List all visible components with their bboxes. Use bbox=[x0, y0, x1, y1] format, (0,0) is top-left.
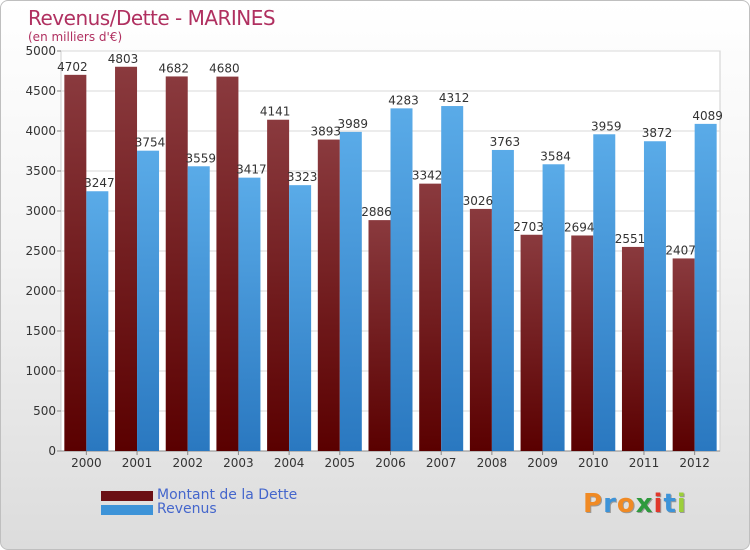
data-label: 4312 bbox=[439, 91, 470, 105]
y-tick-label: 3000 bbox=[25, 204, 56, 218]
x-tick-label: 2011 bbox=[629, 456, 660, 470]
y-tick-label: 1000 bbox=[25, 364, 56, 378]
bar-revenus bbox=[339, 131, 362, 451]
y-tick-label: 4500 bbox=[25, 84, 56, 98]
data-label: 3342 bbox=[412, 169, 443, 183]
data-label: 3959 bbox=[591, 119, 622, 133]
bar-dette bbox=[419, 183, 442, 451]
bar-revenus bbox=[491, 149, 514, 451]
bar-dette bbox=[267, 119, 290, 451]
y-tick-label: 0 bbox=[48, 444, 56, 458]
data-label: 3754 bbox=[135, 136, 166, 150]
bar-revenus bbox=[390, 108, 413, 452]
bar-dette bbox=[317, 139, 340, 451]
data-label: 3872 bbox=[642, 126, 673, 140]
y-tick-label: 2000 bbox=[25, 284, 56, 298]
legend-swatch-dette bbox=[101, 491, 153, 501]
x-tick-label: 2010 bbox=[578, 456, 609, 470]
x-tick-label: 2009 bbox=[527, 456, 558, 470]
x-tick-label: 2005 bbox=[325, 456, 356, 470]
bar-dette bbox=[571, 235, 594, 451]
bar-revenus bbox=[694, 123, 717, 451]
x-tick-label: 2000 bbox=[71, 456, 102, 470]
bar-revenus bbox=[137, 150, 160, 451]
data-label: 4803 bbox=[108, 52, 139, 66]
data-label: 3559 bbox=[185, 151, 216, 165]
y-tick-label: 3500 bbox=[25, 164, 56, 178]
bar-dette bbox=[64, 74, 87, 451]
y-tick-label: 4000 bbox=[25, 124, 56, 138]
data-label: 3584 bbox=[540, 149, 571, 163]
x-tick-label: 2004 bbox=[274, 456, 305, 470]
bar-dette bbox=[621, 246, 644, 451]
proxiti-logo: Proxiti bbox=[583, 489, 687, 519]
chart-subtitle: (en milliers d'€) bbox=[28, 30, 123, 44]
x-tick-labels: 2000 2001 2002 2003 2004 2005 2006 2007 2008 2009… bbox=[71, 451, 710, 470]
bar-dette bbox=[672, 258, 695, 451]
legend-label-revenus: Revenus bbox=[157, 501, 217, 517]
bar-dette bbox=[469, 208, 492, 451]
data-label: 3026 bbox=[463, 194, 494, 208]
y-tick-label: 5000 bbox=[25, 44, 56, 58]
bar-dette bbox=[165, 76, 188, 451]
bar-revenus bbox=[643, 141, 666, 452]
x-tick-label: 2012 bbox=[679, 456, 710, 470]
x-tick-label: 2002 bbox=[172, 456, 203, 470]
data-labels: 4702 3247 4803 3754 4682 3559 4680 3417 4141 3323… bbox=[57, 52, 723, 258]
data-label: 3323 bbox=[287, 170, 318, 184]
bar-revenus bbox=[542, 164, 565, 451]
data-label: 4702 bbox=[57, 60, 88, 74]
x-tick-label: 2007 bbox=[426, 456, 457, 470]
y-tick-label: 2500 bbox=[25, 244, 56, 258]
data-label: 3989 bbox=[338, 117, 369, 131]
bar-dette bbox=[216, 76, 239, 451]
bar-dette bbox=[520, 234, 543, 451]
chart-title: Revenus/Dette - MARINES bbox=[28, 6, 276, 30]
data-label: 3763 bbox=[490, 135, 521, 149]
legend-label-dette: Montant de la Dette bbox=[157, 487, 298, 503]
data-label: 4089 bbox=[692, 109, 723, 123]
x-tick-label: 2006 bbox=[375, 456, 406, 470]
bar-revenus bbox=[187, 166, 210, 451]
y-tick-labels: 0 500 1000 1500 2000 2500 3000 3500 4000 4500 5000 bbox=[25, 44, 56, 458]
bar-dette bbox=[368, 220, 391, 451]
data-label: 2551 bbox=[615, 232, 646, 246]
y-tick-label: 500 bbox=[33, 404, 56, 418]
x-tick-label: 2003 bbox=[223, 456, 254, 470]
x-tick-label: 2008 bbox=[477, 456, 508, 470]
data-label: 3417 bbox=[236, 163, 267, 177]
data-label: 2703 bbox=[513, 220, 544, 234]
data-label: 4141 bbox=[260, 105, 291, 119]
data-label: 4682 bbox=[158, 61, 189, 75]
data-label: 2694 bbox=[564, 220, 595, 234]
data-label: 2407 bbox=[665, 243, 696, 257]
data-label: 4283 bbox=[388, 93, 419, 107]
bars bbox=[64, 66, 717, 452]
legend-swatch-revenus bbox=[101, 505, 153, 515]
data-label: 3247 bbox=[84, 176, 115, 190]
x-tick-label: 2001 bbox=[122, 456, 153, 470]
bar-dette bbox=[115, 66, 138, 451]
bar-revenus bbox=[289, 185, 312, 451]
bar-revenus bbox=[86, 191, 109, 452]
data-label: 2886 bbox=[361, 205, 392, 219]
data-label: 3893 bbox=[311, 125, 342, 139]
y-tick-label: 1500 bbox=[25, 324, 56, 338]
data-label: 4680 bbox=[209, 62, 240, 76]
bar-revenus bbox=[593, 134, 616, 451]
bar-revenus bbox=[238, 177, 261, 451]
bar-revenus bbox=[441, 106, 464, 451]
